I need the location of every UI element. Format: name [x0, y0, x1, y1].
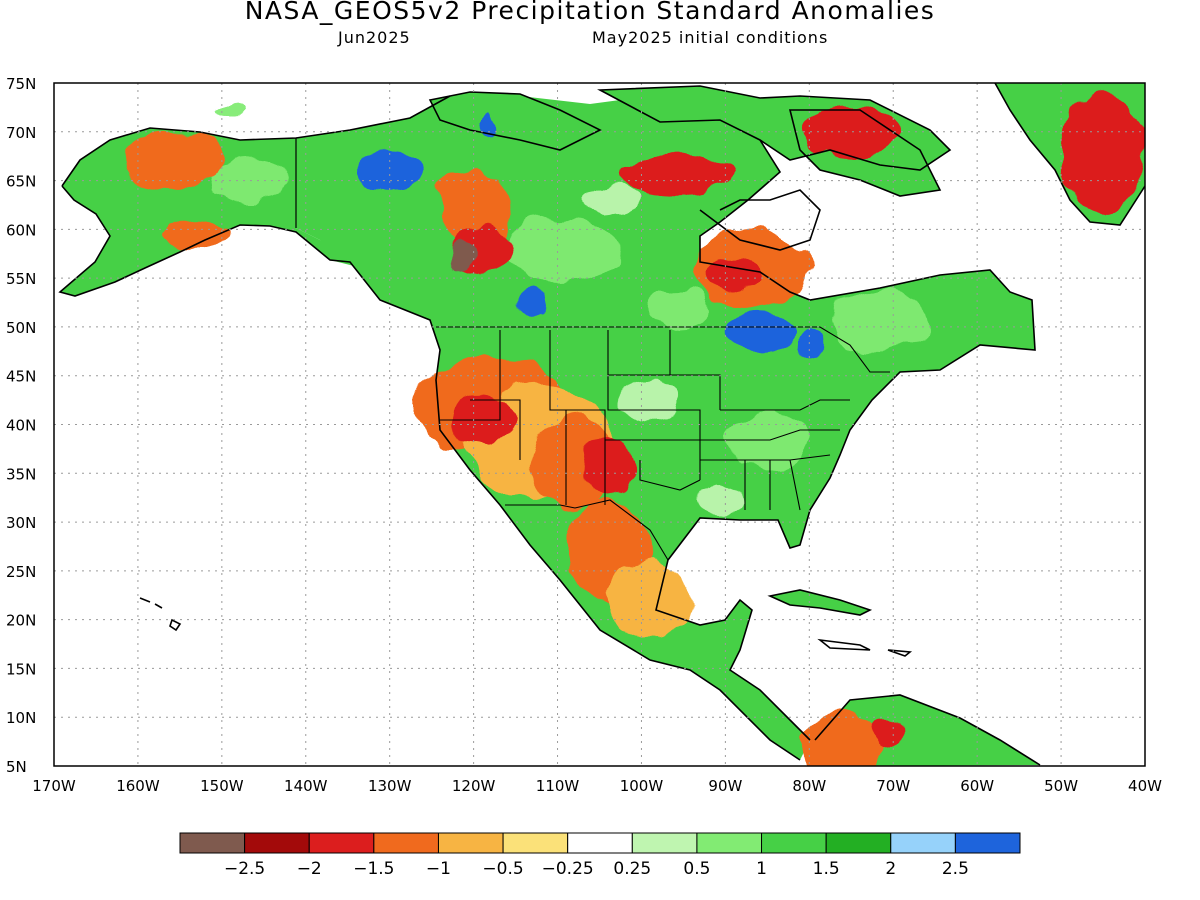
colorbar-label: −1	[426, 859, 451, 879]
colorbar-swatch	[308, 832, 375, 854]
lat-label: 60N	[6, 221, 36, 239]
colorbar-labels: −2.5 −2 −1.5 −1 −0.5 −0.25 0.25 0.5 1 1.5 2 2.5	[224, 859, 969, 879]
coastlines	[58, 83, 1145, 766]
anomaly-region-red	[708, 258, 759, 288]
colorbar-label: −2.5	[224, 859, 265, 879]
longitude-labels: 170W 160W 150W 140W 130W 120W 110W 100W 90W 80W 70…	[32, 777, 1162, 795]
colorbar-swatch	[373, 832, 439, 854]
colorbar-swatch	[825, 832, 892, 854]
anomaly-region-red	[616, 156, 734, 196]
lat-label: 45N	[6, 368, 36, 386]
anomaly-region-red	[872, 717, 898, 747]
anomaly-region-orange	[800, 712, 885, 766]
colorbar-label: −2	[297, 859, 322, 879]
anomaly-region-blue	[725, 312, 793, 352]
lat-label: 40N	[6, 417, 36, 435]
lon-label: 160W	[116, 777, 160, 795]
latitude-labels: 5N 10N 15N 20N 25N 30N 35N 40N 45N 50N 55N 60N 65N 70…	[6, 75, 36, 776]
lon-label: 150W	[200, 777, 244, 795]
colorbar-swatch	[890, 832, 956, 854]
lat-label: 65N	[6, 173, 36, 191]
colorbar	[179, 832, 1021, 854]
anomaly-region-brown	[452, 239, 478, 269]
colorbar-label: 2.5	[942, 859, 969, 879]
lat-label: 35N	[6, 465, 36, 483]
colorbar-swatch	[761, 832, 827, 854]
lon-label: 60W	[960, 777, 994, 795]
lon-label: 110W	[536, 777, 580, 795]
anomaly-region-blue	[796, 331, 822, 362]
anomaly-region-blue	[482, 112, 499, 132]
colorbar-label: −0.25	[542, 859, 594, 879]
plot-frame	[53, 82, 1146, 767]
colorbar-label: −0.5	[482, 859, 523, 879]
lon-label: 170W	[32, 777, 76, 795]
anomaly-region-orange	[163, 219, 231, 249]
colorbar-label: −1.5	[353, 859, 394, 879]
lon-label: 90W	[708, 777, 742, 795]
lon-label: 70W	[876, 777, 910, 795]
colorbar-label: 1.5	[813, 859, 840, 879]
lat-label: 5N	[6, 758, 27, 776]
colorbar-swatch	[696, 832, 763, 854]
gridlines	[54, 83, 1145, 766]
colorbar-swatch	[244, 832, 310, 854]
light-green-patches	[210, 102, 930, 515]
lon-label: 40W	[1128, 777, 1162, 795]
lon-label: 100W	[620, 777, 664, 795]
anomaly-region-blue	[356, 151, 424, 191]
lon-label: 130W	[368, 777, 412, 795]
anomaly-region-red	[582, 439, 634, 498]
lat-label: 25N	[6, 563, 36, 581]
map-title: NASA_GEOS5v2 Precipitation Standard Anom…	[244, 0, 936, 25]
lat-label: 70N	[6, 124, 36, 142]
colorbar-label: 0.5	[683, 859, 710, 879]
lat-label: 75N	[6, 75, 36, 93]
colorbar-label: 2	[885, 859, 896, 879]
anomaly-region-orange	[121, 131, 222, 191]
colorbar-swatch	[631, 832, 698, 854]
init-conditions: May2025 initial conditions	[592, 28, 829, 47]
colorbar-swatch	[567, 832, 633, 854]
lat-label: 50N	[6, 319, 36, 337]
target-month: Jun2025	[338, 28, 411, 47]
lat-label: 30N	[6, 514, 36, 532]
colorbar-swatch	[437, 832, 504, 854]
colorbar-swatch	[502, 832, 569, 854]
lon-label: 80W	[792, 777, 826, 795]
anomaly-region-blue	[515, 287, 550, 318]
colorbar-label: 0.25	[613, 859, 651, 879]
colorbar-swatch	[179, 832, 246, 854]
colorbar-swatch	[954, 832, 1021, 854]
colorbar-label: 1	[756, 859, 767, 879]
lat-label: 55N	[6, 270, 36, 288]
anomaly-region-red	[1061, 92, 1145, 210]
anomaly-region-red	[800, 107, 902, 157]
lat-label: 20N	[6, 612, 36, 630]
lon-label: 120W	[452, 777, 496, 795]
lat-label: 15N	[6, 660, 36, 678]
lon-label: 50W	[1044, 777, 1078, 795]
anomaly-region-yellow	[607, 561, 692, 640]
lat-label: 10N	[6, 709, 36, 727]
lon-label: 140W	[284, 777, 328, 795]
